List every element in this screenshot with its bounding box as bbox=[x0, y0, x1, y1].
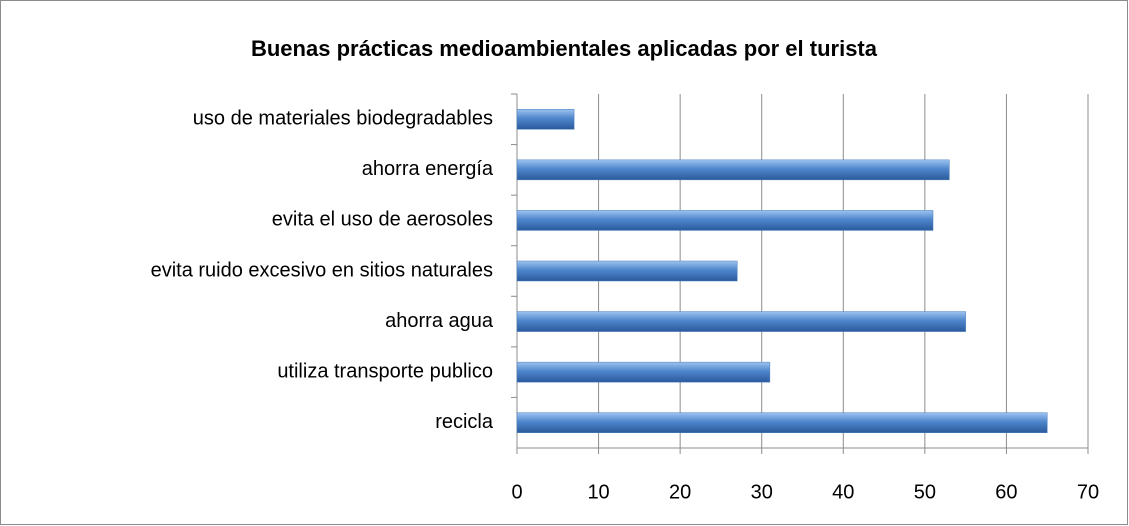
bar bbox=[516, 311, 966, 332]
y-tick-label: uso de materiales biodegradables bbox=[193, 108, 493, 130]
y-tick-label: utiliza transporte publico bbox=[277, 360, 493, 382]
y-tick-label: evita el uso de aerosoles bbox=[272, 209, 493, 231]
bar bbox=[516, 260, 738, 282]
x-tick-label: 70 bbox=[1077, 481, 1099, 503]
x-tick-label: 20 bbox=[669, 481, 691, 503]
x-tick-label: 10 bbox=[587, 481, 609, 503]
bar bbox=[516, 159, 950, 181]
y-tick-label: evita ruido excesivo en sitios naturales bbox=[151, 259, 493, 281]
x-tick-label: 60 bbox=[995, 481, 1017, 503]
x-tick-label: 30 bbox=[751, 481, 773, 503]
bar bbox=[516, 109, 575, 130]
y-tick-label: ahorra energía bbox=[362, 158, 494, 180]
chart-title: Buenas prácticas medioambientales aplica… bbox=[251, 36, 878, 61]
x-tick-label: 40 bbox=[832, 481, 854, 503]
y-tick-label: recicla bbox=[435, 411, 494, 433]
y-tick-label: ahorra agua bbox=[385, 310, 494, 332]
bar bbox=[516, 210, 934, 231]
x-tick-label: 50 bbox=[914, 481, 936, 503]
bar bbox=[516, 412, 1048, 433]
bar bbox=[516, 361, 771, 383]
x-tick-label: 0 bbox=[511, 481, 522, 503]
